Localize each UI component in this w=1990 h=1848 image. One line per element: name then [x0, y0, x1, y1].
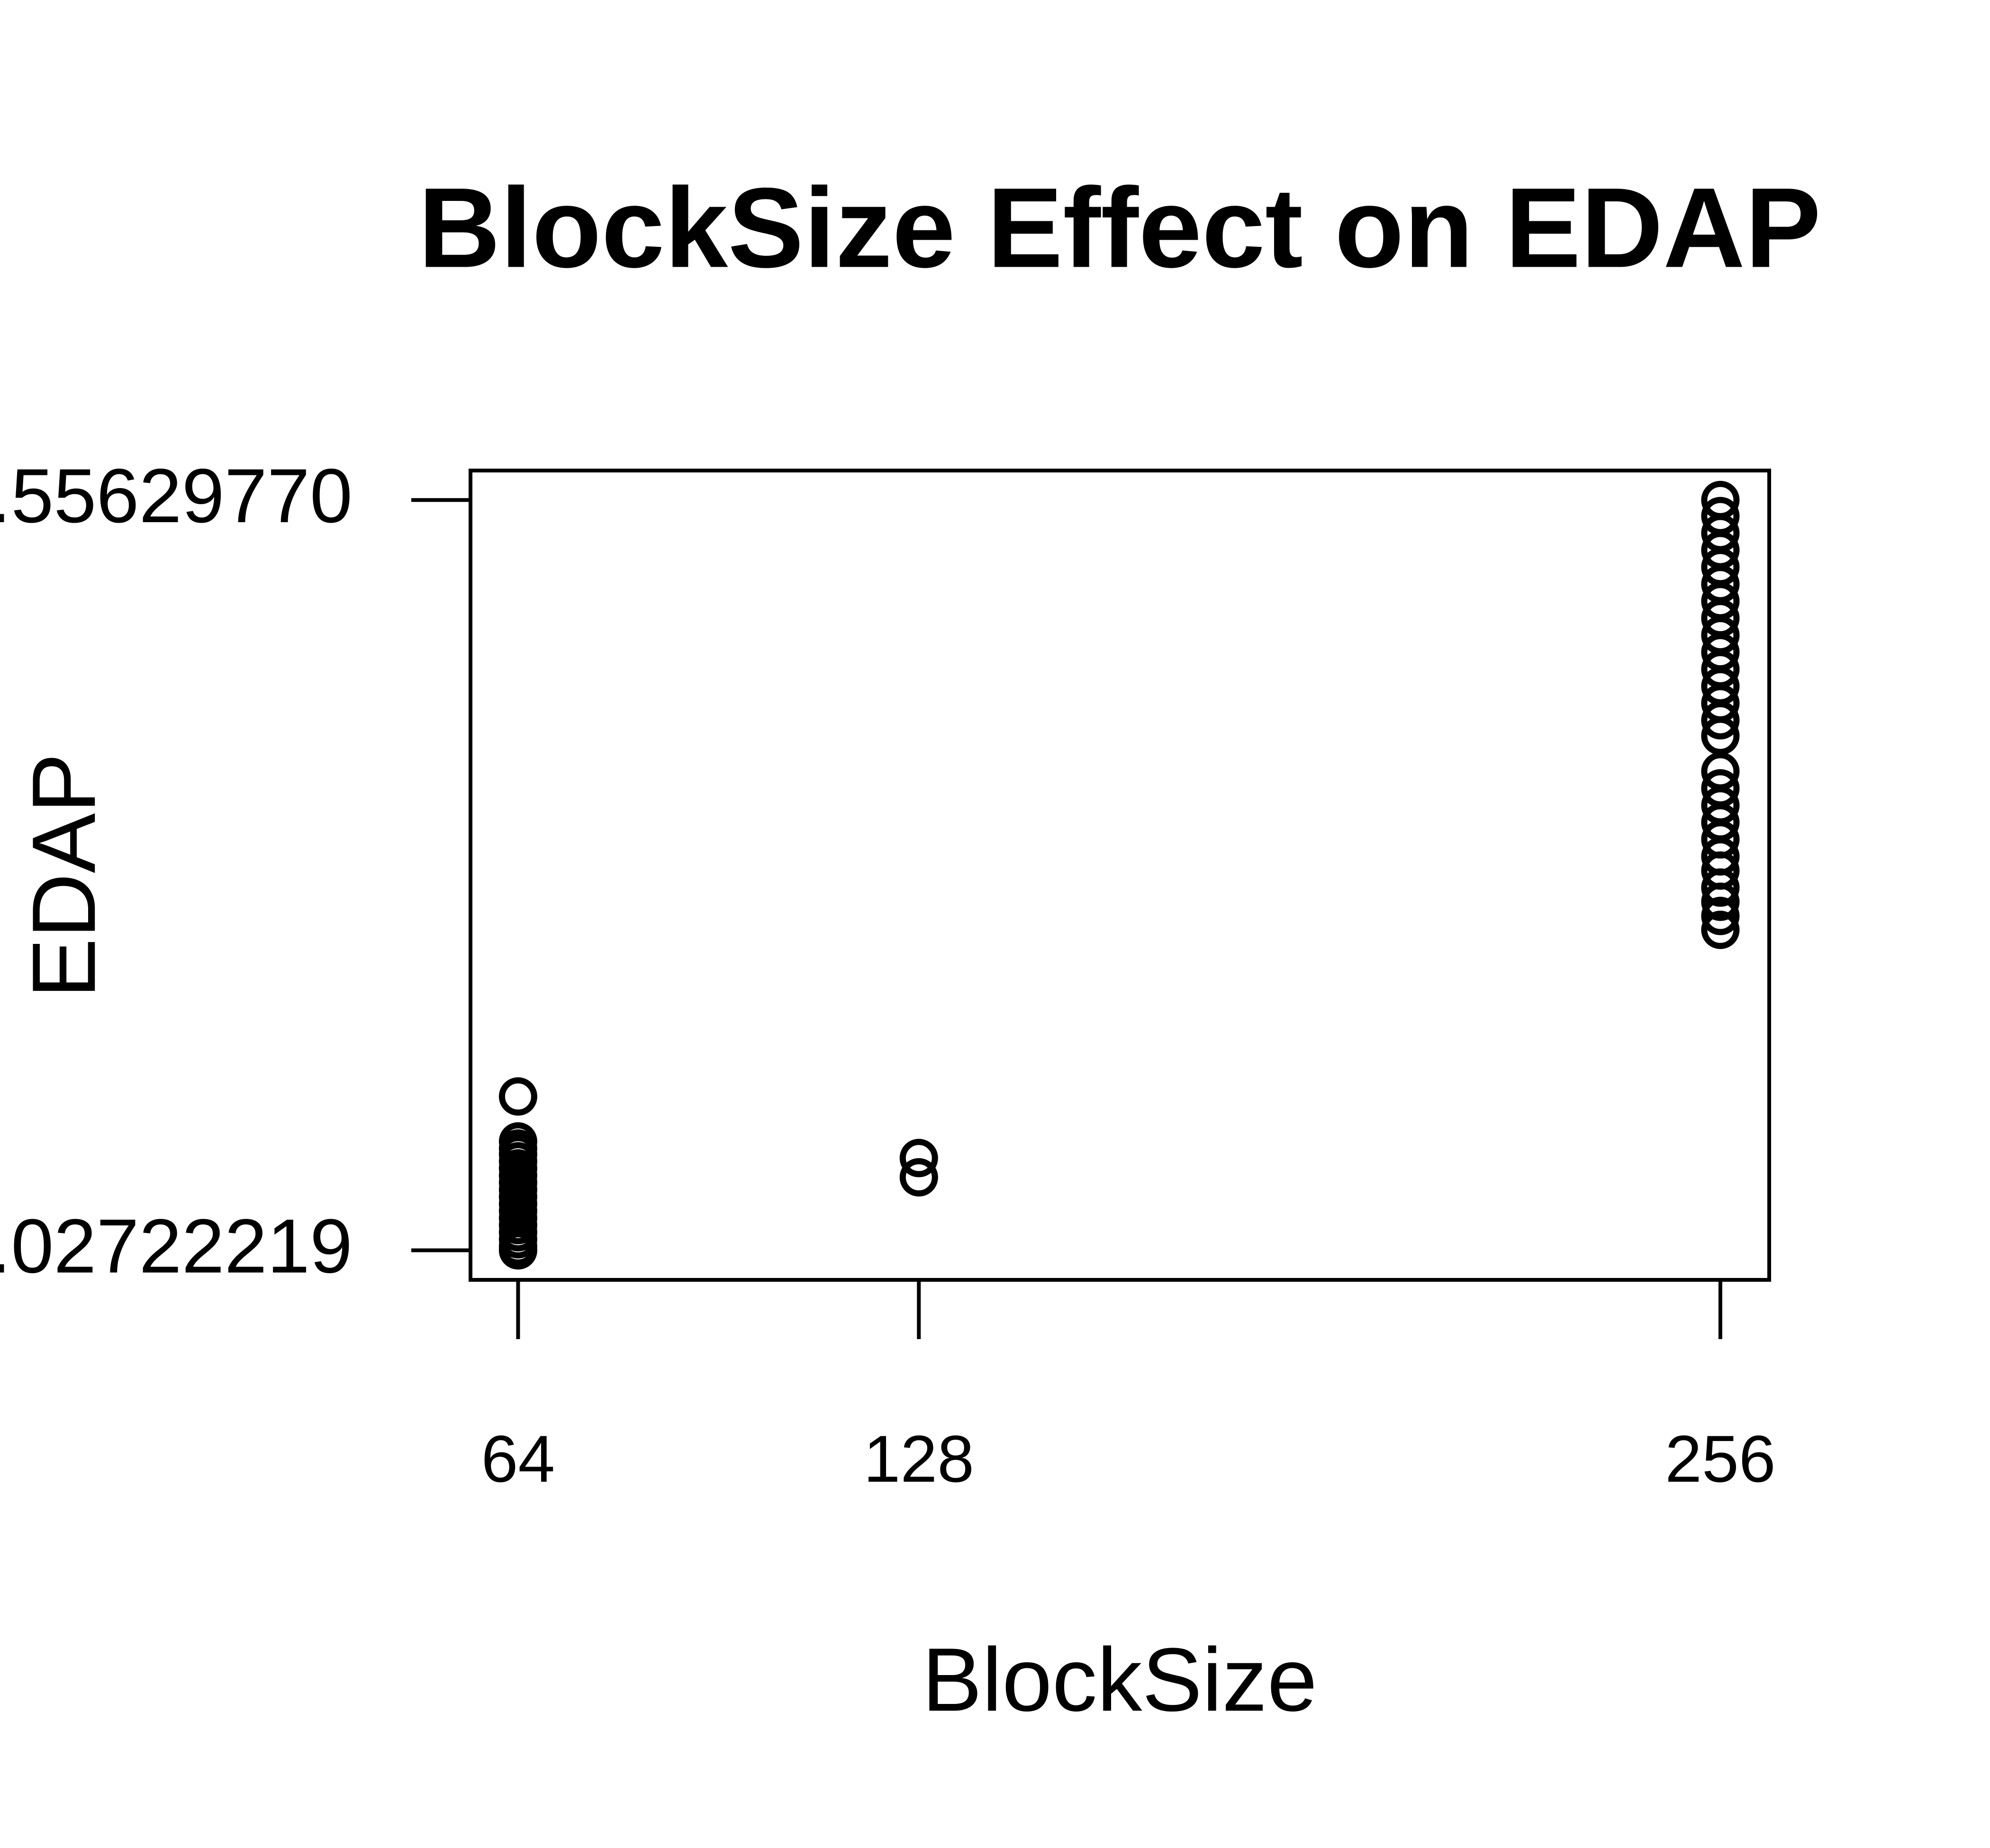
point: [899, 1158, 938, 1197]
point: [498, 1077, 537, 1116]
point: [1701, 897, 1740, 935]
x-axis-label: BlockSize: [922, 1630, 1317, 1730]
y-axis-label: EDAP: [14, 753, 114, 998]
plot-frame: [469, 469, 1771, 1282]
point: [1701, 910, 1740, 949]
point: [1701, 701, 1740, 740]
chart-title: BlockSize Effect on EDAP: [418, 164, 1821, 291]
point: [1701, 882, 1740, 921]
y-tick-label: 0.55629770: [0, 453, 353, 539]
point: [899, 1139, 938, 1178]
point: [498, 1231, 537, 1270]
point: [1701, 868, 1740, 907]
y-tick-label: 0.02722219: [0, 1203, 353, 1289]
x-tick-label: 256: [1665, 1422, 1776, 1496]
point: [1701, 716, 1740, 755]
x-tick-label: 64: [481, 1422, 555, 1496]
x-tick-label: 128: [863, 1422, 974, 1496]
